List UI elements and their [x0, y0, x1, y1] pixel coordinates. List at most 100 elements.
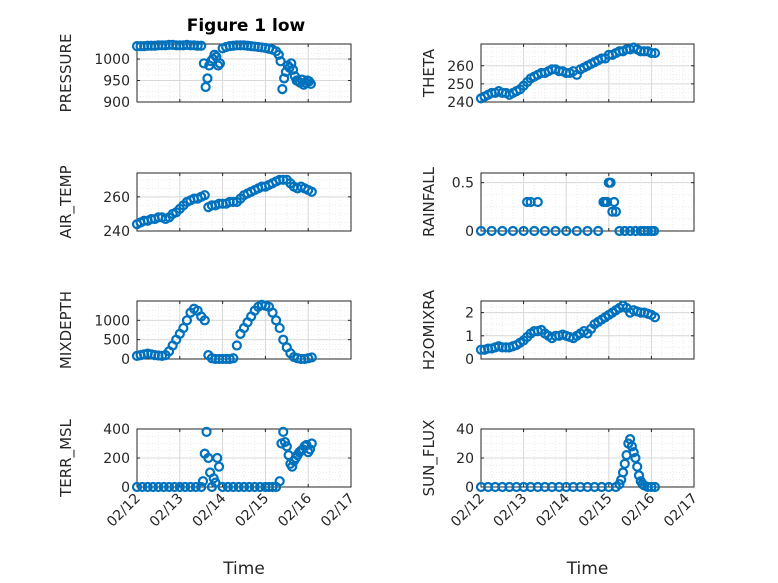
mixdepth-data-point [199, 315, 210, 326]
mixdepth-data-point [267, 307, 278, 318]
mixdepth-data-point [228, 353, 239, 364]
mixdepth-data-point [306, 352, 317, 363]
air_temp-data-point [306, 186, 317, 197]
h2omixra-data-point [649, 312, 661, 323]
pressure-data-point [305, 78, 316, 90]
pressure-minor-grid [136, 44, 352, 103]
terr_msl-data-point [306, 438, 317, 449]
sun_flux-xtick-label: 02/12 [448, 491, 488, 531]
pressure-data-point [196, 40, 207, 51]
pressure-data-point [286, 58, 297, 69]
terr_msl-ytick-label: 400 [103, 422, 130, 438]
air_temp-ytick-label: 260 [103, 190, 130, 206]
air_temp-series [131, 174, 317, 230]
sun_flux-data-point [632, 461, 643, 472]
pressure-data-point [279, 73, 290, 84]
h2omixra-ylabel: H2OMIXRA [420, 289, 438, 370]
terr_msl-major-grid [136, 428, 352, 488]
terr_msl-data-point [196, 481, 207, 493]
theta-ytick-label: 250 [447, 77, 474, 93]
terr_msl-data-point [222, 481, 234, 493]
subplot-rainfall: 0 0.5 RAINFALL [420, 166, 695, 240]
h2omixra-ytick-label: 1 [465, 329, 474, 345]
h2omixra-axes-box [480, 300, 695, 360]
pressure-data-point [273, 49, 284, 60]
sun_flux-ytick-label: 40 [456, 422, 474, 438]
theta-data-point [649, 47, 661, 59]
sun_flux-ytick-label: 20 [456, 451, 474, 467]
rainfall-data-point [648, 225, 660, 237]
rainfall-data-point [497, 225, 508, 237]
rainfall-data-point [593, 225, 604, 237]
sun_flux-xlabel: Time [566, 559, 609, 579]
terr_msl-data-point [249, 481, 260, 493]
sun_flux-xtick-label: 02/16 [618, 490, 658, 530]
terr_msl-data-point [233, 481, 244, 493]
theta-ylabel: THETA [420, 48, 438, 98]
sun_flux-ylabel: SUN_FLUX [420, 420, 439, 497]
subplot-sun_flux: 0 20 40 SUN_FLUX 02/12 02/13 02/14 02/15 02/16 02… [420, 420, 701, 579]
terr_msl-data-point [274, 476, 285, 487]
pressure-data-point [277, 84, 288, 95]
terr_msl-data-point [169, 481, 180, 493]
mixdepth-data-point [178, 322, 189, 334]
terr_msl-data-point [174, 481, 185, 493]
subplot-air_temp: 240 260 AIR_TEMP [57, 165, 352, 240]
terr_msl-data-point [213, 461, 225, 472]
subplot-h2omixra: 0 1 2 H2OMIXRA [420, 289, 695, 370]
sun_flux-data-point [628, 447, 639, 458]
pressure-major-grid [136, 44, 352, 103]
theta-data-point [646, 47, 657, 59]
rainfall-data-point [561, 225, 572, 237]
terr_msl-data-point [180, 481, 191, 493]
subplot-terr_msl: 0 200 400 TERR_MSL 02/12 02/13 02/14 02/15 02/16… [57, 418, 358, 579]
terr_msl-data-point [131, 481, 143, 493]
rainfall-data-point [532, 196, 543, 208]
sun_flux-xtick-label: 02/13 [491, 491, 531, 531]
mixdepth-minor-grid [136, 300, 352, 360]
mixdepth-ytick-label: 1000 [94, 313, 130, 329]
rainfall-data-point [624, 225, 636, 237]
pressure-data-point [202, 73, 213, 84]
sun_flux-data-point [649, 481, 661, 493]
pressure-data-point [200, 81, 211, 93]
rainfall-data-point [582, 225, 593, 237]
pressure-data-point [275, 56, 286, 67]
pressure-ytick-label: 950 [103, 74, 130, 90]
air_temp-ytick-label: 240 [103, 224, 130, 240]
theta-ytick-label: 240 [447, 95, 474, 111]
terr_msl-data-point [244, 481, 255, 493]
air_temp-ylabel: AIR_TEMP [57, 165, 76, 238]
terr_msl-data-point [267, 481, 278, 493]
mixdepth-major-grid [136, 301, 352, 360]
rainfall-data-point [614, 225, 625, 237]
terr_msl-xtick-label: 02/15 [232, 491, 272, 531]
terr_msl-xlabel: Time [222, 559, 265, 579]
rainfall-ytick-label: 0.5 [452, 176, 474, 192]
rainfall-major-grid [480, 173, 695, 232]
terr_msl-data-point [304, 444, 316, 455]
sun_flux-data-point [633, 470, 645, 481]
sun_flux-xtick-label: 02/14 [533, 490, 573, 530]
rainfall-data-point [539, 225, 551, 237]
sun_flux-major-grid [480, 428, 695, 488]
terr_msl-data-point [164, 481, 175, 493]
theta-ytick-label: 260 [447, 59, 474, 75]
rainfall-data-point [571, 225, 582, 237]
pressure-data-point [214, 58, 226, 69]
terr_msl-data-point [197, 476, 209, 487]
rainfall-data-point [518, 225, 529, 237]
theta-axes-box [480, 43, 695, 103]
terr_msl-xtick-label: 02/12 [104, 491, 144, 531]
terr_msl-data-point [147, 481, 159, 493]
terr_msl-data-point [158, 481, 169, 493]
rainfall-minor-grid [480, 173, 695, 232]
air_temp-axes-box [136, 172, 352, 232]
mixdepth-ytick-label: 0 [121, 352, 130, 368]
pressure-ytick-label: 1000 [94, 52, 130, 68]
terr_msl-series [131, 426, 317, 493]
terr_msl-data-point [238, 481, 250, 493]
terr_msl-data-point [217, 481, 228, 493]
